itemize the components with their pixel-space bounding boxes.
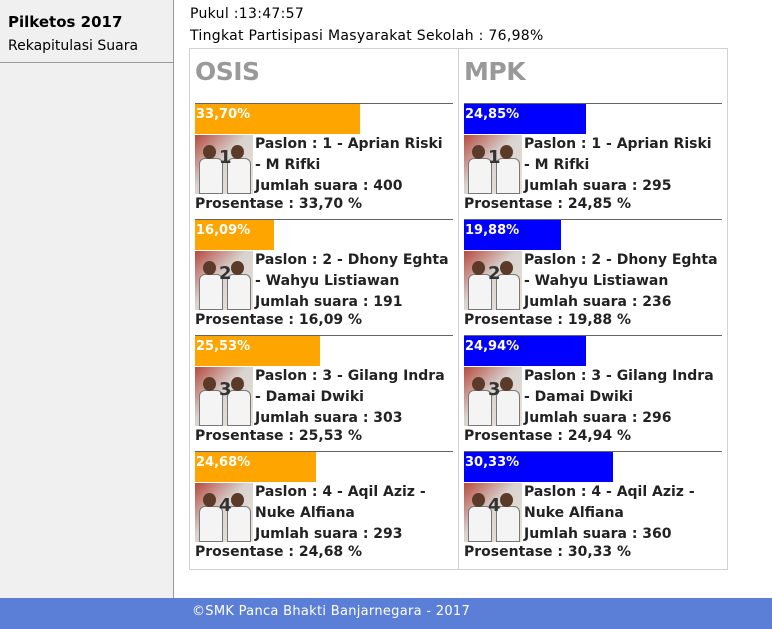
candidate-info: Paslon : 1 - Aprian Riski - M Rifki Juml… (524, 134, 722, 197)
footer-text: ©SMK Panca Bhakti Banjarnegara - 2017 (192, 604, 471, 619)
paslon-name: Paslon : 2 - Dhony Eghta - Wahyu Listiaw… (255, 252, 449, 289)
percent-bar: 25,53% (195, 336, 320, 366)
percent-bar: 24,94% (464, 336, 586, 366)
paslon-name: Paslon : 2 - Dhony Eghta - Wahyu Listiaw… (524, 252, 718, 289)
percent-label: 24,94% (465, 339, 520, 354)
candidate-row: 16,09% 2 Paslon : 2 - Dhony Eghta - Wahy… (195, 219, 453, 336)
prosentase-text: Prosentase : 25,53 % (195, 428, 363, 444)
photo-number: 1 (219, 147, 232, 168)
percent-bar: 19,88% (464, 220, 561, 250)
sidebar-header: Pilketos 2017 Rekapitulasi Suara (0, 0, 173, 63)
sidebar: Pilketos 2017 Rekapitulasi Suara (0, 0, 174, 598)
percent-label: 24,85% (465, 107, 520, 122)
percent-label: 30,33% (465, 455, 520, 470)
percent-label: 16,09% (196, 223, 251, 238)
prosentase-text: Prosentase : 24,85 % (464, 196, 632, 212)
percent-label: 33,70% (196, 107, 251, 122)
osis-column: OSIS 33,70% 1 Paslon : 1 - Aprian Riski … (190, 49, 459, 569)
candidate-row: 33,70% 1 Paslon : 1 - Aprian Riski - M R… (195, 103, 453, 220)
candidate-photo: 4 (195, 483, 253, 542)
candidate-photo: 3 (464, 367, 522, 426)
mpk-column: MPK 24,85% 1 Paslon : 1 - Aprian Riski -… (459, 49, 728, 569)
percent-bar: 33,70% (195, 104, 360, 134)
candidate-photo: 3 (195, 367, 253, 426)
prosentase-text: Prosentase : 30,33 % (464, 544, 632, 560)
candidate-info: Paslon : 2 - Dhony Eghta - Wahyu Listiaw… (255, 250, 453, 313)
candidate-photo: 1 (195, 135, 253, 194)
vote-count: Jumlah suara : 296 (524, 410, 672, 426)
paslon-name: Paslon : 1 - Aprian Riski - M Rifki (524, 136, 712, 173)
candidate-row: 25,53% 3 Paslon : 3 - Gilang Indra - Dam… (195, 335, 453, 452)
prosentase-text: Prosentase : 19,88 % (464, 312, 632, 328)
app-title[interactable]: Pilketos 2017 (8, 13, 123, 31)
vote-count: Jumlah suara : 303 (255, 410, 403, 426)
candidate-row: 24,68% 4 Paslon : 4 - Aqil Aziz - Nuke A… (195, 451, 453, 568)
candidate-photo: 2 (195, 251, 253, 310)
footer: ©SMK Panca Bhakti Banjarnegara - 2017 (0, 598, 772, 629)
sidebar-item-rekapitulasi[interactable]: Rekapitulasi Suara (8, 38, 139, 54)
candidate-photo: 2 (464, 251, 522, 310)
candidate-info: Paslon : 3 - Gilang Indra - Damai Dwiki … (524, 366, 722, 429)
candidate-photo: 1 (464, 135, 522, 194)
osis-title: OSIS (195, 57, 260, 86)
candidate-info: Paslon : 3 - Gilang Indra - Damai Dwiki … (255, 366, 453, 429)
vote-count: Jumlah suara : 400 (255, 178, 403, 194)
mpk-title: MPK (464, 57, 526, 86)
vote-count: Jumlah suara : 295 (524, 178, 672, 194)
vote-count: Jumlah suara : 236 (524, 294, 672, 310)
percent-bar: 30,33% (464, 452, 613, 482)
paslon-name: Paslon : 1 - Aprian Riski - M Rifki (255, 136, 443, 173)
candidate-info: Paslon : 1 - Aprian Riski - M Rifki Juml… (255, 134, 453, 197)
photo-number: 1 (488, 147, 501, 168)
prosentase-text: Prosentase : 24,94 % (464, 428, 632, 444)
photo-number: 3 (219, 379, 232, 400)
prosentase-text: Prosentase : 33,70 % (195, 196, 363, 212)
paslon-name: Paslon : 3 - Gilang Indra - Damai Dwiki (524, 368, 714, 405)
percent-label: 25,53% (196, 339, 251, 354)
participation-text: Tingkat Partisipasi Masyarakat Sekolah :… (190, 28, 544, 44)
prosentase-text: Prosentase : 16,09 % (195, 312, 363, 328)
percent-bar: 24,68% (195, 452, 316, 482)
candidate-row: 19,88% 2 Paslon : 2 - Dhony Eghta - Wahy… (464, 219, 722, 336)
percent-label: 24,68% (196, 455, 251, 470)
candidate-photo: 4 (464, 483, 522, 542)
candidate-info: Paslon : 2 - Dhony Eghta - Wahyu Listiaw… (524, 250, 722, 313)
photo-number: 4 (488, 495, 501, 516)
percent-bar: 16,09% (195, 220, 274, 250)
photo-number: 4 (219, 495, 232, 516)
photo-number: 2 (488, 263, 501, 284)
candidate-info: Paslon : 4 - Aqil Aziz - Nuke Alfiana Ju… (255, 482, 453, 545)
vote-count: Jumlah suara : 360 (524, 526, 672, 542)
results-table: OSIS 33,70% 1 Paslon : 1 - Aprian Riski … (189, 48, 728, 570)
photo-number: 2 (219, 263, 232, 284)
paslon-name: Paslon : 4 - Aqil Aziz - Nuke Alfiana (255, 484, 426, 521)
candidate-row: 30,33% 4 Paslon : 4 - Aqil Aziz - Nuke A… (464, 451, 722, 568)
vote-count: Jumlah suara : 293 (255, 526, 403, 542)
candidate-info: Paslon : 4 - Aqil Aziz - Nuke Alfiana Ju… (524, 482, 722, 545)
percent-bar: 24,85% (464, 104, 586, 134)
prosentase-text: Prosentase : 24,68 % (195, 544, 363, 560)
photo-number: 3 (488, 379, 501, 400)
paslon-name: Paslon : 4 - Aqil Aziz - Nuke Alfiana (524, 484, 695, 521)
vote-count: Jumlah suara : 191 (255, 294, 403, 310)
percent-label: 19,88% (465, 223, 520, 238)
candidate-row: 24,85% 1 Paslon : 1 - Aprian Riski - M R… (464, 103, 722, 220)
paslon-name: Paslon : 3 - Gilang Indra - Damai Dwiki (255, 368, 445, 405)
candidate-row: 24,94% 3 Paslon : 3 - Gilang Indra - Dam… (464, 335, 722, 452)
clock-text: Pukul :13:47:57 (190, 6, 305, 22)
